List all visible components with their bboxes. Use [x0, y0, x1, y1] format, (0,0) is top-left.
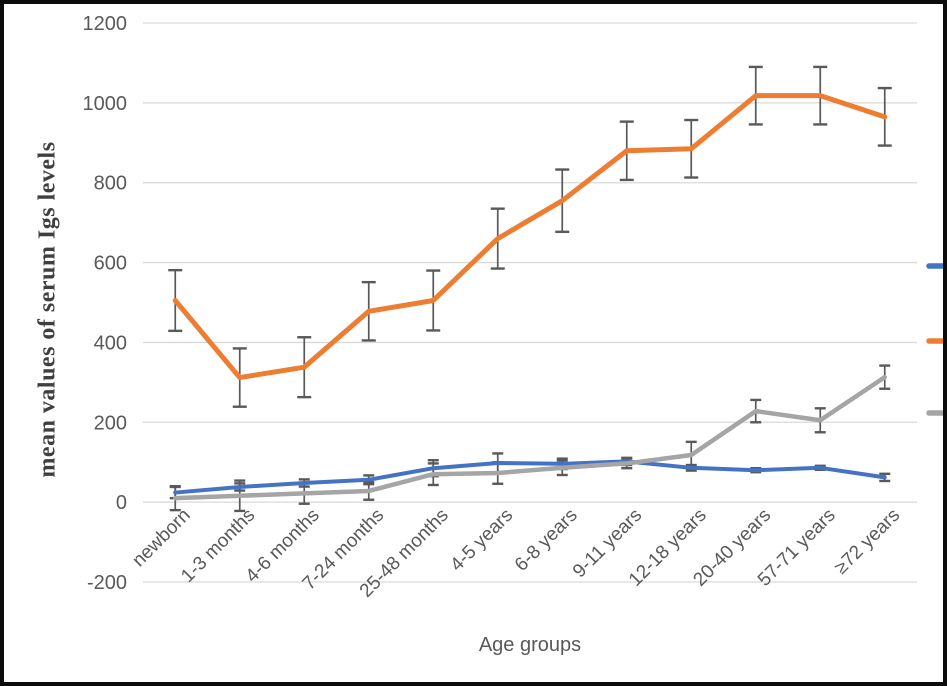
- y-tick-label: 1200: [83, 13, 128, 35]
- series-line-blue: [173, 459, 887, 495]
- y-tick-label: -200: [87, 572, 127, 594]
- error-bars: [168, 65, 892, 513]
- series-line-gray: [173, 374, 887, 501]
- gridlines: [143, 22, 917, 583]
- y-axis-title: mean values of serum Igs levels: [34, 141, 61, 478]
- x-tick-label: ≥72 years: [831, 505, 905, 579]
- y-tick-label: 200: [94, 412, 127, 434]
- y-tick-label: 600: [94, 253, 127, 275]
- x-tick-label: 4-5 years: [446, 505, 517, 576]
- x-axis-title: Age groups: [478, 634, 582, 656]
- x-tick-label: newborn: [128, 505, 194, 571]
- legend-markers: [926, 263, 943, 416]
- y-tick-labels: -200 0 200 400 600 800 1000 1200: [83, 13, 128, 594]
- y-tick-label: 1000: [83, 93, 128, 115]
- series-line-orange: [172, 93, 888, 381]
- y-tick-label: 800: [94, 173, 127, 195]
- y-tick-label: 0: [116, 492, 127, 514]
- series-lines: [172, 93, 888, 501]
- y-tick-label: 400: [94, 332, 127, 354]
